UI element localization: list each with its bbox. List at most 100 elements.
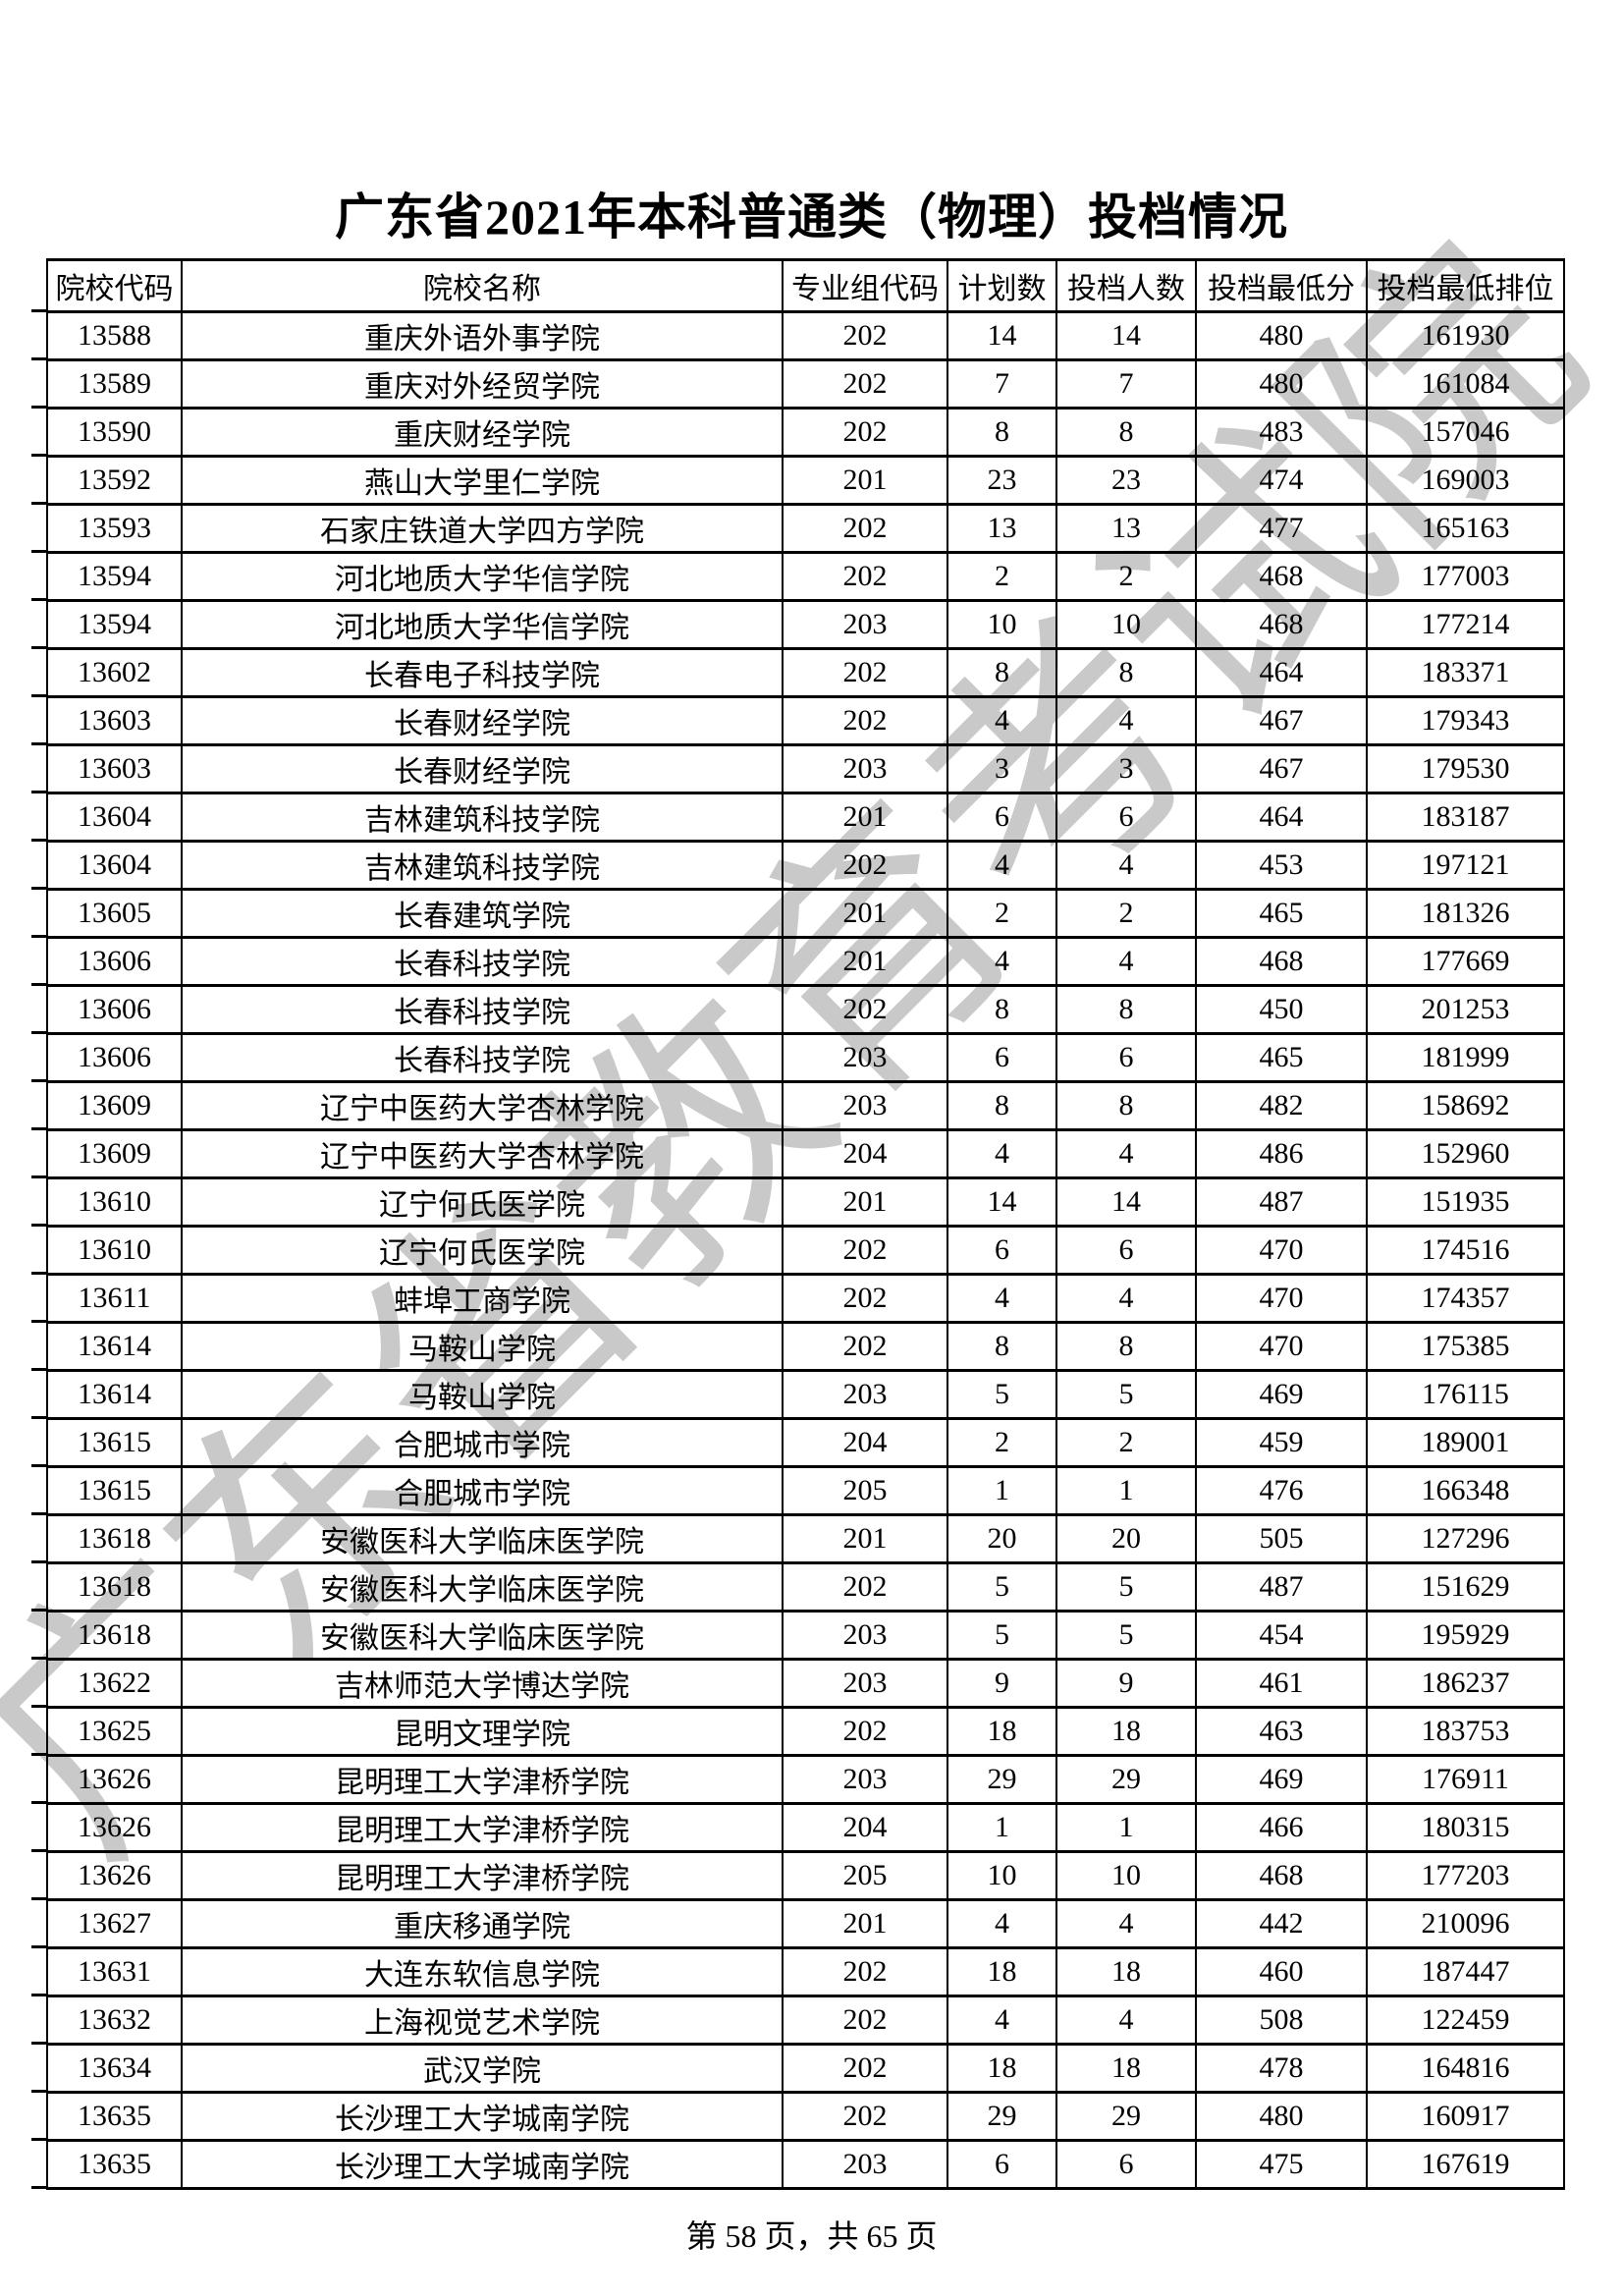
cell-min-score: 475 — [1195, 2139, 1368, 2190]
table-row: 13615 合肥城市学院 204 2 2 459 189001 — [46, 1417, 1565, 1468]
cell-plan-count: 10 — [947, 1850, 1057, 1901]
cell-major-group-code: 201 — [782, 1513, 948, 1564]
cell-filed-count: 4 — [1055, 1898, 1197, 1949]
cell-school-name: 辽宁何氏医学院 — [181, 1225, 784, 1276]
cell-filed-count: 4 — [1055, 1273, 1197, 1324]
cell-major-group-code: 202 — [782, 840, 948, 891]
cell-filed-count: 8 — [1055, 1321, 1197, 1372]
table-row: 13618 安徽医科大学临床医学院 202 5 5 487 151629 — [46, 1561, 1565, 1613]
cell-plan-count: 18 — [947, 1706, 1057, 1757]
cell-min-rank: 183187 — [1366, 792, 1565, 843]
cell-min-rank: 160917 — [1366, 2091, 1565, 2142]
cell-plan-count: 5 — [947, 1610, 1057, 1661]
cell-major-group-code: 201 — [782, 888, 948, 939]
cell-major-group-code: 202 — [782, 1273, 948, 1324]
cell-major-group-code: 203 — [782, 599, 948, 650]
cell-school-code: 13618 — [46, 1513, 183, 1564]
table-row: 13603 长春财经学院 202 4 4 467 179343 — [46, 695, 1565, 746]
table-row: 13603 长春财经学院 203 3 3 467 179530 — [46, 743, 1565, 794]
table-row: 13626 昆明理工大学津桥学院 203 29 29 469 176911 — [46, 1754, 1565, 1805]
cell-min-score: 480 — [1195, 358, 1368, 410]
cell-school-code: 13603 — [46, 743, 183, 794]
cell-min-rank: 177003 — [1366, 551, 1565, 602]
cell-filed-count: 1 — [1055, 1465, 1197, 1516]
row-rule-ticks — [31, 309, 46, 2193]
cell-major-group-code: 202 — [782, 1225, 948, 1276]
cell-school-name: 合肥城市学院 — [181, 1465, 784, 1516]
cell-plan-count: 13 — [947, 503, 1057, 554]
cell-school-code: 13609 — [46, 1128, 183, 1179]
col-header-plan-count: 计划数 — [947, 258, 1057, 313]
cell-major-group-code: 202 — [782, 1561, 948, 1613]
cell-min-score: 459 — [1195, 1417, 1368, 1468]
table-row: 13614 马鞍山学院 202 8 8 470 175385 — [46, 1321, 1565, 1372]
cell-min-score: 469 — [1195, 1754, 1368, 1805]
cell-min-score: 470 — [1195, 1273, 1368, 1324]
cell-min-score: 476 — [1195, 1465, 1368, 1516]
table-row: 13618 安徽医科大学临床医学院 201 20 20 505 127296 — [46, 1513, 1565, 1564]
cell-plan-count: 14 — [947, 310, 1057, 361]
cell-filed-count: 4 — [1055, 936, 1197, 987]
cell-major-group-code: 203 — [782, 1658, 948, 1709]
cell-filed-count: 7 — [1055, 358, 1197, 410]
cell-school-code: 13614 — [46, 1321, 183, 1372]
cell-plan-count: 14 — [947, 1176, 1057, 1228]
cell-major-group-code: 202 — [782, 551, 948, 602]
cell-min-score: 480 — [1195, 2091, 1368, 2142]
cell-plan-count: 6 — [947, 2139, 1057, 2190]
table-row: 13589 重庆对外经贸学院 202 7 7 480 161084 — [46, 358, 1565, 410]
cell-major-group-code: 202 — [782, 2091, 948, 2142]
cell-plan-count: 29 — [947, 2091, 1057, 2142]
cell-school-code: 13606 — [46, 984, 183, 1035]
col-header-school-code: 院校代码 — [46, 258, 183, 313]
cell-min-rank: 179530 — [1366, 743, 1565, 794]
cell-filed-count: 6 — [1055, 792, 1197, 843]
cell-min-rank: 169003 — [1366, 455, 1565, 506]
cell-plan-count: 3 — [947, 743, 1057, 794]
cell-major-group-code: 202 — [782, 1995, 948, 2046]
cell-major-group-code: 202 — [782, 310, 948, 361]
cell-min-rank: 186237 — [1366, 1658, 1565, 1709]
table-row: 13610 辽宁何氏医学院 201 14 14 487 151935 — [46, 1176, 1565, 1228]
cell-min-rank: 189001 — [1366, 1417, 1565, 1468]
cell-plan-count: 1 — [947, 1465, 1057, 1516]
cell-min-score: 477 — [1195, 503, 1368, 554]
admission-table: 院校代码 院校名称 专业组代码 计划数 投档人数 投档最低分 投档最低排位 13… — [46, 258, 1565, 2190]
cell-filed-count: 8 — [1055, 407, 1197, 458]
cell-school-name: 重庆外语外事学院 — [181, 310, 784, 361]
cell-filed-count: 18 — [1055, 1706, 1197, 1757]
cell-major-group-code: 202 — [782, 695, 948, 746]
cell-plan-count: 20 — [947, 1513, 1057, 1564]
cell-min-rank: 166348 — [1366, 1465, 1565, 1516]
cell-school-name: 辽宁中医药大学杏林学院 — [181, 1128, 784, 1179]
cell-major-group-code: 202 — [782, 1946, 948, 1997]
table-row: 13588 重庆外语外事学院 202 14 14 480 161930 — [46, 310, 1565, 361]
cell-min-score: 468 — [1195, 599, 1368, 650]
cell-min-rank: 183371 — [1366, 647, 1565, 698]
cell-min-rank: 177203 — [1366, 1850, 1565, 1901]
cell-major-group-code: 201 — [782, 792, 948, 843]
cell-min-score: 468 — [1195, 936, 1368, 987]
cell-school-code: 13615 — [46, 1465, 183, 1516]
cell-school-name: 大连东软信息学院 — [181, 1946, 784, 1997]
cell-min-rank: 195929 — [1366, 1610, 1565, 1661]
cell-plan-count: 18 — [947, 2043, 1057, 2094]
cell-major-group-code: 203 — [782, 1032, 948, 1083]
cell-major-group-code: 203 — [782, 1080, 948, 1131]
table-row: 13594 河北地质大学华信学院 202 2 2 468 177003 — [46, 551, 1565, 602]
cell-min-score: 442 — [1195, 1898, 1368, 1949]
cell-min-rank: 175385 — [1366, 1321, 1565, 1372]
cell-plan-count: 5 — [947, 1369, 1057, 1420]
cell-major-group-code: 202 — [782, 503, 948, 554]
table-row: 13614 马鞍山学院 203 5 5 469 176115 — [46, 1369, 1565, 1420]
cell-school-code: 13592 — [46, 455, 183, 506]
cell-min-rank: 167619 — [1366, 2139, 1565, 2190]
cell-major-group-code: 202 — [782, 1321, 948, 1372]
cell-plan-count: 6 — [947, 792, 1057, 843]
cell-school-name: 上海视觉艺术学院 — [181, 1995, 784, 2046]
cell-filed-count: 13 — [1055, 503, 1197, 554]
table-row: 13605 长春建筑学院 201 2 2 465 181326 — [46, 888, 1565, 939]
cell-school-code: 13618 — [46, 1610, 183, 1661]
cell-min-rank: 177214 — [1366, 599, 1565, 650]
cell-min-score: 486 — [1195, 1128, 1368, 1179]
